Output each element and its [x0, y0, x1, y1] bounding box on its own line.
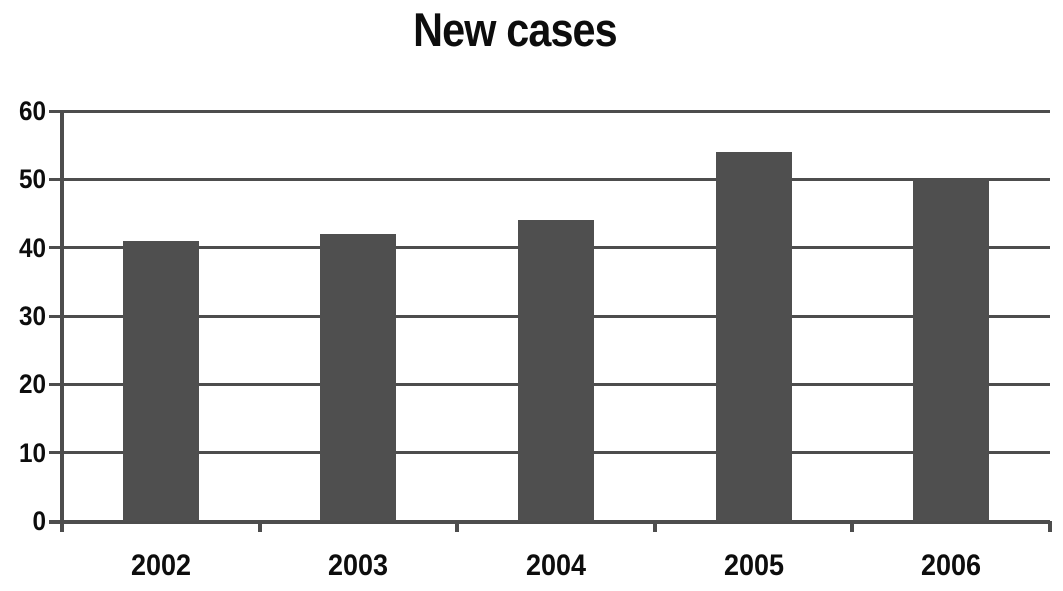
bar	[122, 240, 199, 521]
gridline	[49, 177, 1050, 181]
gridline	[49, 519, 1050, 524]
y-axis-line	[60, 111, 64, 532]
x-tick	[652, 521, 657, 532]
bar	[320, 234, 397, 521]
x-tick-label: 2004	[525, 549, 587, 582]
chart-title: New cases	[413, 3, 618, 56]
y-tick-label: 30	[18, 301, 46, 331]
x-tick-label: 2002	[130, 549, 191, 582]
bar	[913, 179, 990, 521]
x-tick-label: 2003	[328, 549, 389, 582]
y-tick-label: 60	[18, 96, 46, 126]
x-tick-label: 2006	[921, 549, 982, 582]
x-tick-label: 2005	[723, 549, 784, 582]
y-tick-label: 0	[32, 506, 46, 536]
y-tick-label: 40	[18, 232, 46, 263]
bar	[715, 152, 792, 521]
x-tick	[1048, 521, 1052, 532]
x-tick	[60, 521, 64, 532]
gridline	[49, 109, 1050, 113]
plot-area: 0 10 20 30 40 50 60 2002 2003 2004 2005 2006	[19, 97, 1052, 582]
y-tick-label: 20	[18, 369, 46, 400]
y-tick-label: 10	[18, 437, 46, 468]
x-tick	[455, 521, 460, 532]
bar	[518, 220, 594, 521]
y-tick-label: 50	[18, 164, 46, 195]
x-tick	[850, 521, 855, 532]
x-tick	[257, 521, 262, 532]
